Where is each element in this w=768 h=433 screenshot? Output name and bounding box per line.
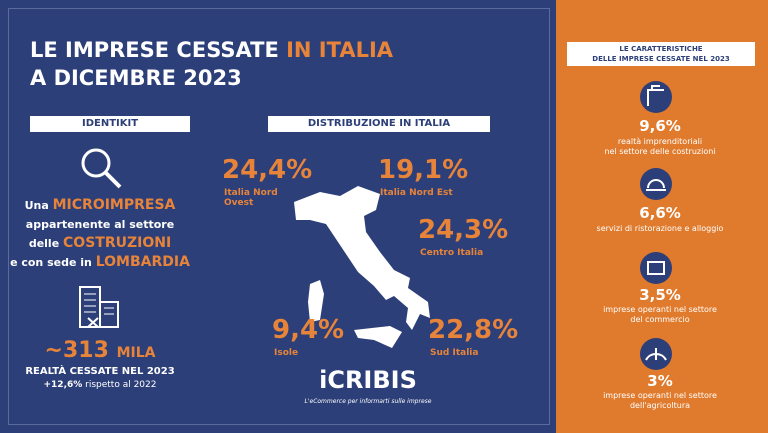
section-label: DISTRIBUZIONE IN ITALIA — [268, 116, 490, 132]
panel-frame — [8, 8, 550, 425]
char-desc: imprese operanti nel settore dell'agricol… — [560, 391, 760, 411]
char-value: 3,5% — [639, 286, 681, 304]
region-value: 19,1% — [378, 155, 469, 185]
section-label: IDENTIKIT — [30, 116, 190, 132]
stat-value: ~313 MILA — [10, 338, 190, 363]
char-value: 3% — [647, 372, 673, 390]
change-note: rispetto al 2022 — [85, 380, 157, 390]
left-panel — [0, 0, 556, 433]
line: realtà imprenditoriali — [617, 137, 703, 146]
line: e con sede in LOMBARDIA — [10, 253, 190, 272]
line: nel settore delle costruzioni — [604, 147, 716, 156]
highlight: MICROIMPRESA — [52, 197, 176, 213]
region-value: 22,8% — [428, 315, 519, 345]
stat-label: REALTÀ CESSATE NEL 2023 — [25, 366, 175, 377]
line: Una MICROIMPRESA — [10, 196, 190, 215]
highlight: LOMBARDIA — [95, 254, 190, 270]
line: appartenente al settore — [25, 218, 175, 231]
unit: MILA — [116, 345, 156, 361]
region-value: 24,4% — [222, 155, 313, 185]
title: LE IMPRESE CESSATE — [30, 38, 279, 62]
region-name: Centro Italia — [420, 248, 484, 258]
value: ~313 — [44, 338, 109, 363]
line: del commercio — [630, 315, 690, 324]
italy-map — [294, 186, 430, 348]
text: e con sede in — [10, 256, 92, 269]
char-desc: imprese operanti nel settore del commerci… — [560, 305, 760, 325]
stat-change: +12,6% rispetto al 2022 — [10, 380, 190, 390]
identikit-text: Una MICROIMPRESA appartenente al settore… — [10, 196, 190, 272]
building-icon — [79, 286, 119, 328]
region-name: Isole — [274, 348, 299, 358]
char-value: 9,6% — [639, 117, 681, 135]
line: DELLE IMPRESE CESSATE NEL 2023 — [592, 55, 730, 63]
icon — [640, 252, 672, 284]
char-desc: servizi di ristorazione e alloggio — [560, 224, 760, 234]
region-name: Italia Nord Est — [380, 188, 453, 198]
char-value: 6,6% — [639, 204, 681, 222]
line: imprese operanti nel settore — [603, 391, 717, 400]
line: servizi di ristorazione e alloggio — [596, 224, 724, 233]
title-line1: LE IMPRESE CESSATE IN ITALIA — [30, 38, 393, 62]
region-name: Italia Nord Ovest — [224, 188, 278, 208]
title-line2: A DICEMBRE 2023 — [30, 66, 242, 90]
line: imprese operanti nel settore — [603, 305, 717, 314]
region-value: 9,4% — [272, 315, 345, 345]
search-icon — [81, 148, 122, 189]
characteristics-header: LE CARATTERISTICHE DELLE IMPRESE CESSATE … — [567, 42, 755, 66]
icon — [640, 168, 672, 200]
highlight: COSTRUZIONI — [63, 235, 172, 251]
line: dell'agricoltura — [629, 401, 691, 410]
line: LE CARATTERISTICHE — [619, 45, 703, 53]
region-value: 24,3% — [418, 215, 509, 245]
region-name: Sud Italia — [430, 348, 479, 358]
brand-logo: iCRIBIS — [319, 366, 417, 394]
brand-tagline: L'eCommerce per informarti sulle imprese — [304, 398, 432, 405]
text: delle — [28, 237, 60, 250]
change: +12,6% — [43, 380, 83, 390]
line: delle COSTRUZIONI — [10, 234, 190, 253]
text: Una — [24, 199, 49, 212]
char-desc: realtà imprenditoriali nel settore delle … — [560, 137, 760, 157]
title-highlight: IN ITALIA — [286, 38, 394, 62]
